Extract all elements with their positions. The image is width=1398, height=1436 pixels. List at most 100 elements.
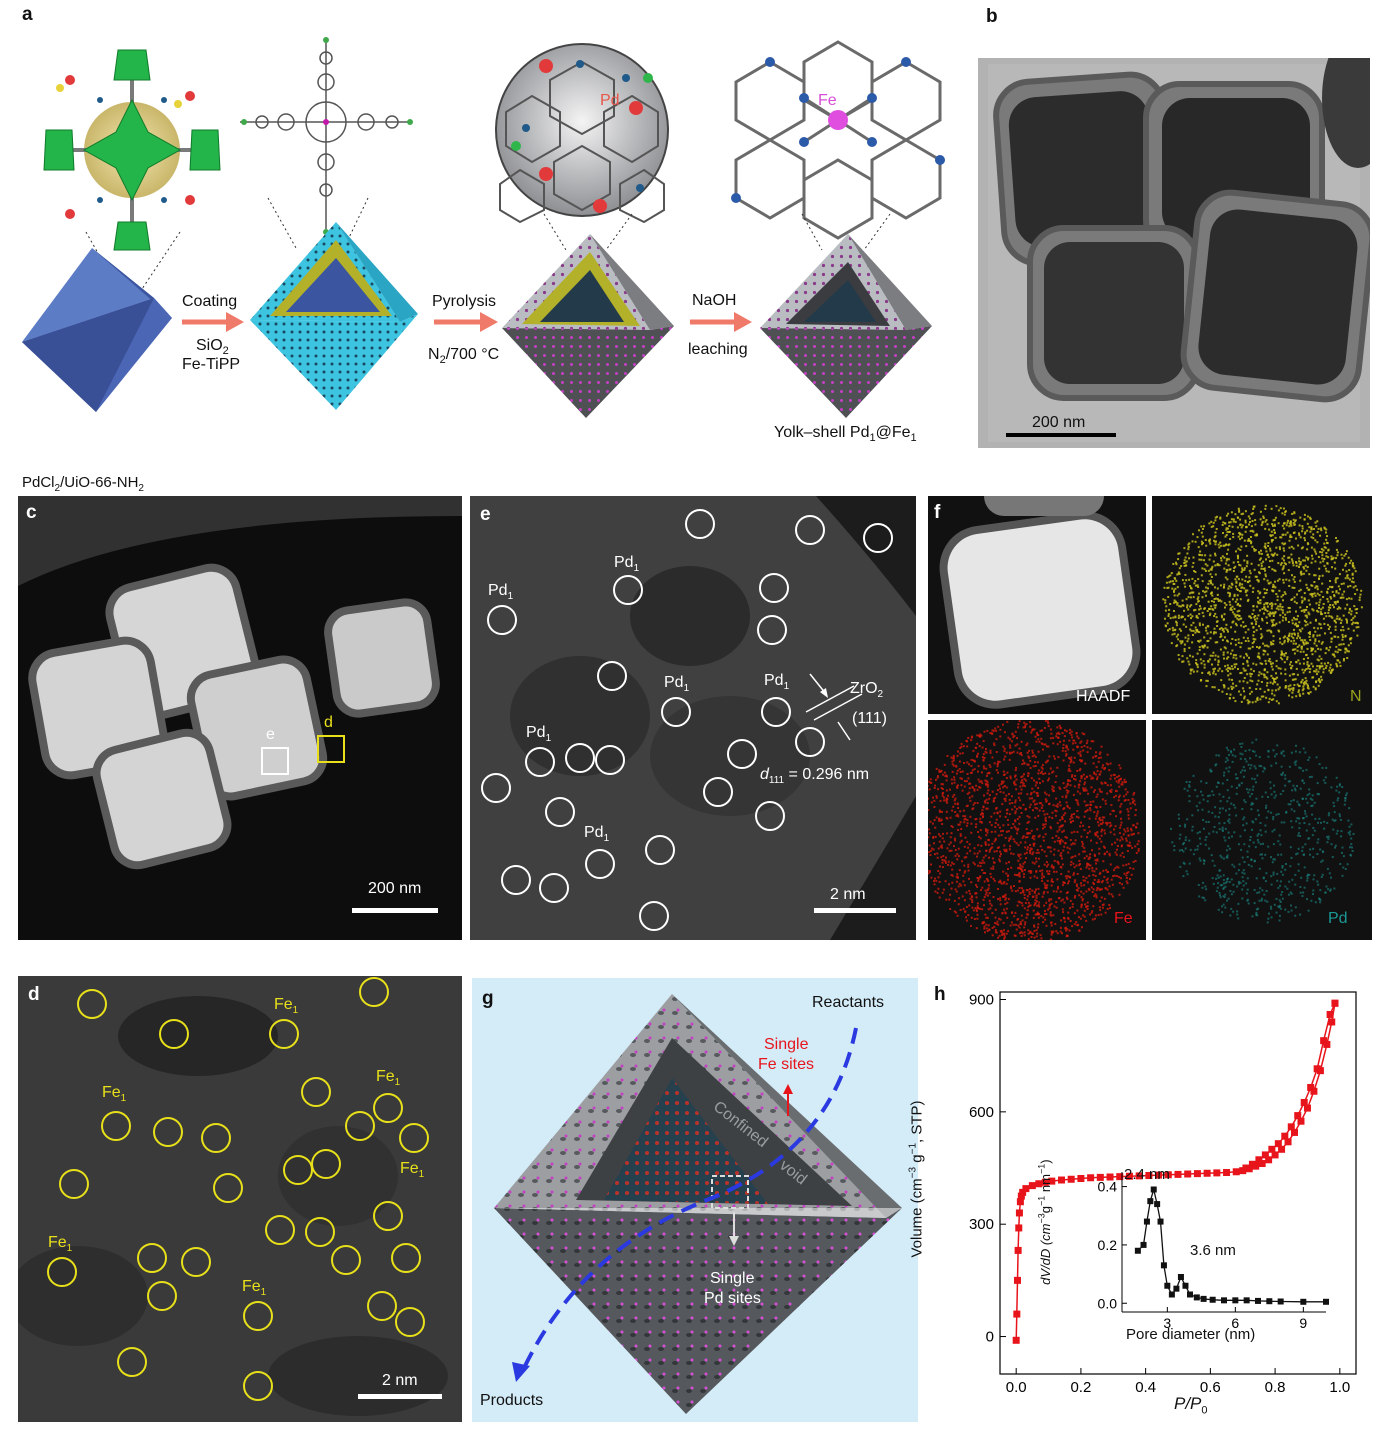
psd-point [1164, 1282, 1171, 1289]
inset-ylabel: dV/dD (cm−3g−1 nm−1) [1036, 1159, 1053, 1285]
pd-sites-label-line2: Pd sites [704, 1290, 761, 1307]
tem-cubes [988, 58, 1370, 442]
isotherm-point [1184, 1170, 1192, 1178]
pyrolysis-conditions-label: N2/700 °C [428, 346, 500, 367]
inset-x-tick-label: 6 [1231, 1315, 1239, 1331]
isotherm-point [1015, 1209, 1023, 1217]
y-tick-label: 600 [969, 1104, 994, 1121]
fe1-label-3: Fe1 [376, 1068, 401, 1089]
panel-e-scale-bar [814, 908, 896, 913]
isotherm-point [1274, 1140, 1282, 1148]
pd-sites-label-line1: Single [710, 1270, 755, 1287]
panel-e-scale-label: 2 nm [830, 886, 866, 903]
inset-annotation-2: 3.6 nm [1190, 1242, 1236, 1259]
isotherm-point [1271, 1151, 1279, 1159]
isotherm-point [1203, 1169, 1211, 1177]
fe-site-circle [269, 1019, 299, 1049]
isotherm-point [1320, 1037, 1328, 1045]
panel-d-scale-label: 2 nm [382, 1372, 418, 1389]
isotherm-point [1248, 1160, 1256, 1168]
pd-site-circle [545, 797, 575, 827]
pd-atom-label: Pd [600, 92, 620, 109]
h-ylabel: Volume (cm−3 g−1, STP) [907, 1100, 926, 1258]
pd-site-circle [661, 697, 691, 727]
y-tick-label: 300 [969, 1216, 994, 1233]
psd-point [1300, 1298, 1307, 1305]
pd-site-circle [585, 849, 615, 879]
isotherm-point [1328, 1018, 1336, 1026]
panel-c-stem-image: c e d 200 nm [18, 496, 462, 940]
isotherm-point [1265, 1156, 1273, 1164]
isotherm-point [1106, 1173, 1114, 1181]
fe-sites-label-line1: Single [764, 1036, 809, 1053]
fe-signal-map [928, 720, 1140, 940]
fe-site-circle [59, 1169, 89, 1199]
fe-site-circle [181, 1247, 211, 1277]
pd-site-circle [613, 575, 643, 605]
leaching-label: leaching [688, 341, 748, 358]
haadf-label: HAADF [1076, 688, 1131, 705]
fe-site-circle [283, 1155, 313, 1185]
arrow-leaching [690, 312, 752, 332]
carbon-cage-illustration [495, 43, 669, 224]
isotherm-point [1213, 1169, 1221, 1177]
isotherm-point [1013, 1276, 1021, 1284]
yolk-shell-schematic [494, 994, 902, 1414]
panel-b-scale-label: 200 nm [1032, 414, 1086, 431]
psd-point [1187, 1291, 1193, 1298]
isotherm-point [1164, 1171, 1172, 1179]
sample-caption: PdCl2/UiO-66-NH2 [22, 474, 144, 494]
isotherm-point [1281, 1132, 1289, 1140]
panel-d-haadf-image: d Fe1 Fe1 Fe1 Fe1 Fe1 Fe1 2 nm [18, 976, 462, 1422]
fe-map-label: Fe [1114, 910, 1133, 927]
sio2-label: SiO2 [196, 337, 229, 358]
porphyrin-molecule [240, 37, 413, 235]
panel-g-label: g [482, 988, 494, 1009]
arrow-pyrolysis [434, 312, 498, 332]
isotherm-point [1232, 1168, 1240, 1176]
pd-map-label: Pd [1328, 910, 1348, 927]
panel-b-label: b [986, 6, 998, 27]
psd-point [1140, 1241, 1147, 1248]
isotherm-point [1145, 1172, 1153, 1180]
pd-site-circle [481, 773, 511, 803]
psd-point [1160, 1262, 1167, 1269]
isotherm-point [1268, 1145, 1276, 1153]
main-plot-frame [999, 991, 1357, 1375]
pd-site-circle [639, 901, 669, 931]
panel-a-schematic [22, 37, 945, 418]
fe-site-circle [101, 1111, 131, 1141]
psd-point [1323, 1298, 1329, 1305]
signal-speckle [1162, 504, 1363, 705]
box-e-label: e [266, 726, 275, 743]
pd1-label-4: Pd1 [764, 672, 790, 693]
fe-site-circle [367, 1291, 397, 1321]
fe-site-circle [359, 977, 389, 1007]
pd-site-circle [755, 801, 785, 831]
yolk-shell-octahedron [760, 234, 932, 418]
panel-f-eds-mapping: HAADF f N Fe Pd [928, 496, 1372, 940]
n-map-label: N [1350, 688, 1362, 705]
panel-h-label: h [934, 984, 946, 1005]
inset-y-tick-label: 0.0 [1098, 1295, 1118, 1311]
isotherm-point [1326, 1010, 1334, 1018]
fe-site-circle [153, 1117, 183, 1147]
fe-site-circle [311, 1149, 341, 1179]
panel-e-haadf-image: e Pd1 Pd1 Pd1 Pd1 Pd1 Pd1 ZrO2 (111) d11… [470, 496, 916, 940]
fe-site-circle [301, 1077, 331, 1107]
psd-point [1143, 1218, 1150, 1225]
pd-site-circle [761, 697, 791, 727]
pd-site-circle [757, 615, 787, 645]
fe-sites-label-line2: Fe sites [758, 1056, 815, 1073]
panel-d-background [18, 976, 462, 1422]
isotherm-point [1012, 1336, 1020, 1344]
isotherm-point [1057, 1176, 1065, 1184]
panel-f-label: f [934, 502, 941, 523]
reactants-label: Reactants [812, 994, 885, 1011]
fe1-label-1: Fe1 [274, 996, 299, 1017]
psd-point [1168, 1291, 1175, 1298]
fe-site-circle [77, 989, 107, 1019]
isotherm-point [1019, 1188, 1027, 1196]
isotherm-point [1087, 1174, 1095, 1182]
fe-site-circle [117, 1347, 147, 1377]
